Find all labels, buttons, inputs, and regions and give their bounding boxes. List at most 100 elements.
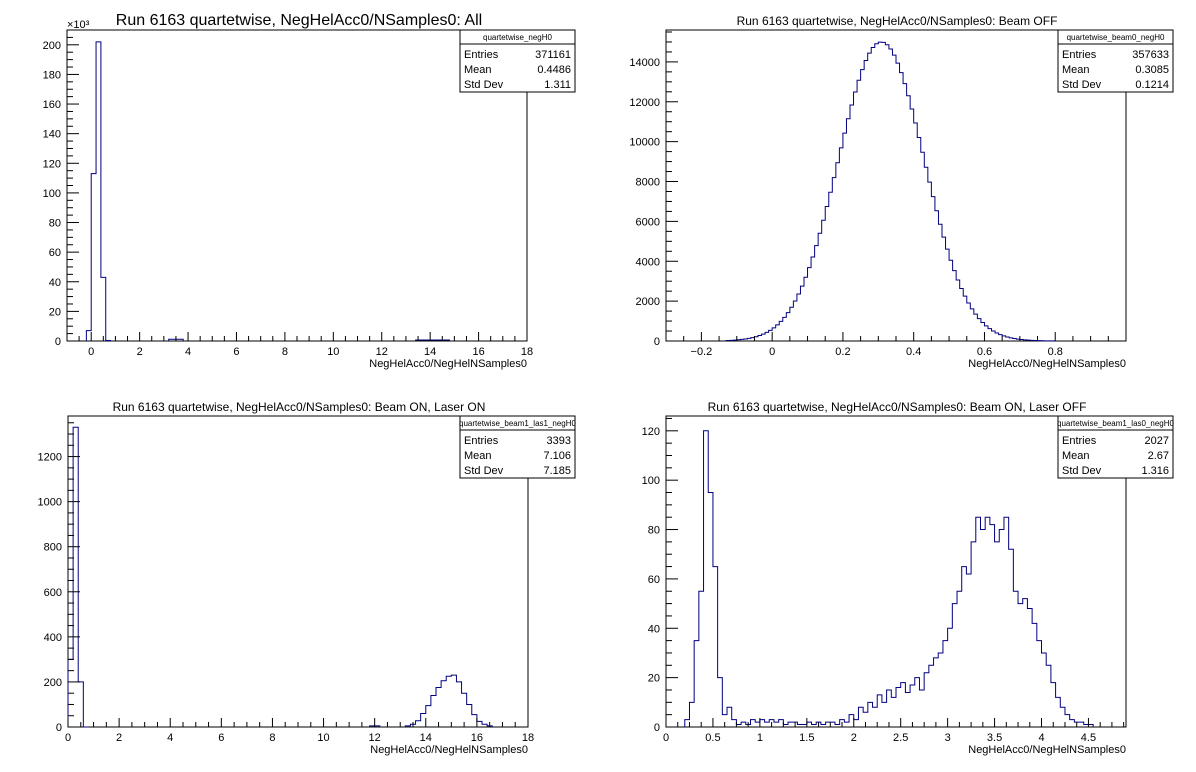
x-tick-label: 14	[424, 346, 436, 358]
stats-name: quartetwise_beam1_las0_negH0	[1057, 419, 1175, 428]
y-tick-label: 80	[648, 525, 660, 537]
y-tick-label: 100	[43, 188, 61, 200]
histogram-line	[725, 41, 1056, 342]
chart-pad-beam-off: Run 6163 quartetwise, NegHelAcc0/NSample…	[598, 0, 1196, 386]
x-tick-label: 3.5	[987, 732, 1002, 744]
x-tick-label: 1.5	[799, 732, 814, 744]
stats-label: Mean	[464, 64, 492, 76]
chart-title: Run 6163 quartetwise, NegHelAcc0/NSample…	[113, 400, 486, 414]
x-tick-label: 2	[137, 346, 143, 358]
x-tick-label: 2.5	[893, 732, 908, 744]
plot-frame	[665, 415, 1127, 728]
y-tick-label: 140	[43, 129, 61, 141]
stats-label: Entries	[464, 435, 499, 447]
x-axis-title: NegHelAcc0/NegHelNSamples0	[370, 744, 528, 756]
stats-label: Mean	[1062, 64, 1090, 76]
stats-value: 1.316	[1141, 465, 1169, 477]
x-tick-label: 0.6	[977, 346, 992, 358]
y-tick-label: 0	[55, 336, 61, 348]
x-tick-label: 4	[167, 732, 173, 744]
chart-title: Run 6163 quartetwise, NegHelAcc0/NSample…	[708, 400, 1087, 414]
chart-pad-beam-on-laser-off: Run 6163 quartetwise, NegHelAcc0/NSample…	[598, 386, 1196, 772]
chart-title: Run 6163 quartetwise, NegHelAcc0/NSample…	[737, 14, 1058, 28]
y-tick-label: 200	[44, 677, 62, 689]
stats-name: quartetwise_negH0	[483, 33, 552, 42]
x-tick-label: 1	[757, 732, 763, 744]
y-tick-label: 60	[49, 247, 61, 259]
x-tick-label: 16	[472, 346, 484, 358]
stats-box	[459, 415, 576, 479]
x-tick-label: 6	[218, 732, 224, 744]
stats-value: 0.4486	[537, 64, 571, 76]
y-tick-label: 20	[49, 306, 61, 318]
x-tick-label: 12	[369, 732, 381, 744]
y-tick-label: 160	[43, 99, 61, 111]
stats-value: 0.3085	[1135, 64, 1169, 76]
y-tick-label: 600	[44, 587, 62, 599]
x-tick-label: 18	[522, 732, 534, 744]
stats-label: Std Dev	[1062, 465, 1102, 477]
plot-frame	[66, 29, 528, 342]
x-tick-label: 6	[233, 346, 239, 358]
y-tick-label: 0	[654, 336, 660, 348]
x-tick-label: 0.5	[705, 732, 720, 744]
y-tick-label: 20	[648, 673, 660, 685]
stats-value: 1.311	[544, 79, 571, 91]
stats-label: Std Dev	[464, 79, 504, 91]
y-tick-label: 12000	[629, 97, 660, 109]
y-tick-label: 0	[56, 722, 62, 734]
y-tick-label: 120	[43, 158, 61, 170]
x-tick-label: 4	[1038, 732, 1044, 744]
y-tick-label: 1000	[38, 497, 62, 509]
x-tick-label: 2	[851, 732, 857, 744]
x-tick-label: 16	[471, 732, 483, 744]
x-axis-title: NegHelAcc0/NegHelNSamples0	[369, 358, 527, 370]
y-tick-label: 40	[49, 277, 61, 289]
x-tick-label: 0	[769, 346, 775, 358]
x-tick-label: 4.5	[1081, 732, 1096, 744]
x-axis-title: NegHelAcc0/NegHelNSamples0	[968, 744, 1126, 756]
stats-name: quartetwise_beam1_las1_negH0	[459, 419, 577, 428]
stats-label: Mean	[1062, 450, 1090, 462]
y-tick-label: 0	[654, 722, 660, 734]
stats-label: Std Dev	[1062, 79, 1102, 91]
chart-title: Run 6163 quartetwise, NegHelAcc0/NSample…	[116, 12, 482, 29]
y-tick-label: 2000	[636, 296, 660, 308]
x-tick-label: 18	[521, 346, 533, 358]
chart-pad-beam-on-laser-on: Run 6163 quartetwise, NegHelAcc0/NSample…	[0, 386, 598, 772]
x-tick-label: −0.2	[691, 346, 713, 358]
chart-pad-all: Run 6163 quartetwise, NegHelAcc0/NSample…	[0, 0, 598, 386]
stats-label: Entries	[464, 49, 499, 61]
y-tick-label: 8000	[636, 177, 660, 189]
plot-frame	[67, 415, 529, 728]
histogram-line	[684, 430, 1094, 727]
y-tick-label: 14000	[629, 57, 660, 69]
y-tick-label: 40	[648, 623, 660, 635]
x-tick-label: 10	[317, 732, 329, 744]
stats-label: Entries	[1062, 49, 1097, 61]
x-tick-label: 0	[663, 732, 669, 744]
x-tick-label: 14	[420, 732, 432, 744]
stats-value: 0.1214	[1135, 79, 1169, 91]
stats-value: 7.185	[543, 465, 571, 477]
x-tick-label: 3	[945, 732, 951, 744]
stats-box	[1057, 29, 1174, 93]
x-tick-label: 2	[116, 732, 122, 744]
stats-value: 2027	[1145, 435, 1169, 447]
x-tick-label: 8	[282, 346, 288, 358]
plot-frame	[665, 29, 1127, 342]
y-tick-label: 180	[43, 69, 61, 81]
x-tick-label: 0	[65, 732, 71, 744]
y-tick-label: 400	[44, 632, 62, 644]
x-axis-title: NegHelAcc0/NegHelNSamples0	[968, 358, 1126, 370]
stats-label: Entries	[1062, 435, 1097, 447]
y-tick-label: 80	[49, 218, 61, 230]
y-tick-label: 4000	[636, 256, 660, 268]
y-tick-label: 200	[43, 40, 61, 52]
x-tick-label: 0.2	[835, 346, 850, 358]
x-tick-label: 0	[88, 346, 94, 358]
stats-box	[459, 29, 576, 93]
stats-box	[1057, 415, 1174, 479]
x-tick-label: 0.8	[1048, 346, 1063, 358]
y-multiplier-label: ×10³	[67, 19, 90, 31]
